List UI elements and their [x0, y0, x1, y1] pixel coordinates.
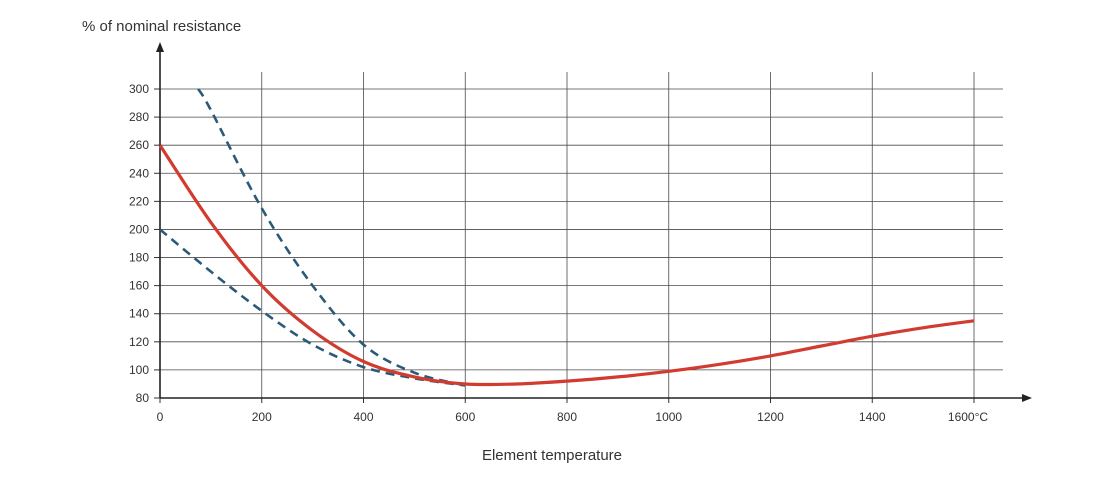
x-axis-title: Element temperature [482, 447, 622, 464]
series-lines [158, 88, 975, 387]
y-tick-label: 200 [129, 222, 149, 236]
y-tick-label: 120 [129, 335, 149, 349]
y-tick-label: 240 [129, 166, 149, 180]
y-tick-label: 80 [136, 391, 150, 405]
x-tick-label: 200 [252, 410, 272, 424]
x-tick-label: 800 [557, 410, 577, 424]
x-tick-label: 600 [455, 410, 475, 424]
series-line-solid [158, 144, 975, 387]
x-axis-arrow [1022, 394, 1032, 402]
x-tick-label: 400 [353, 410, 373, 424]
y-axis-title: % of nominal resistance [82, 18, 241, 35]
x-tick-label: 1400 [859, 410, 886, 424]
y-tick-label: 180 [129, 251, 149, 265]
y-tick-label: 160 [129, 279, 149, 293]
grid [160, 72, 1003, 398]
y-tick-label: 100 [129, 363, 149, 377]
axes [154, 42, 1032, 403]
x-tick-label: 0 [157, 410, 164, 424]
y-tick-label: 260 [129, 138, 149, 152]
x-tick-label: 1600°C [948, 410, 988, 424]
series-line-dashed [159, 228, 466, 387]
y-tick-label: 140 [129, 307, 149, 321]
tick-labels: 80 100 120 140 160 180 200 220 240 260 280 300 0 200 4… [129, 82, 988, 424]
y-tick-label: 220 [129, 194, 149, 208]
x-tick-label: 1200 [757, 410, 784, 424]
y-tick-label: 280 [129, 110, 149, 124]
y-tick-label: 300 [129, 82, 149, 96]
series-line-dashed [197, 88, 466, 387]
y-axis-arrow [156, 42, 164, 52]
x-tick-label: 1000 [655, 410, 682, 424]
